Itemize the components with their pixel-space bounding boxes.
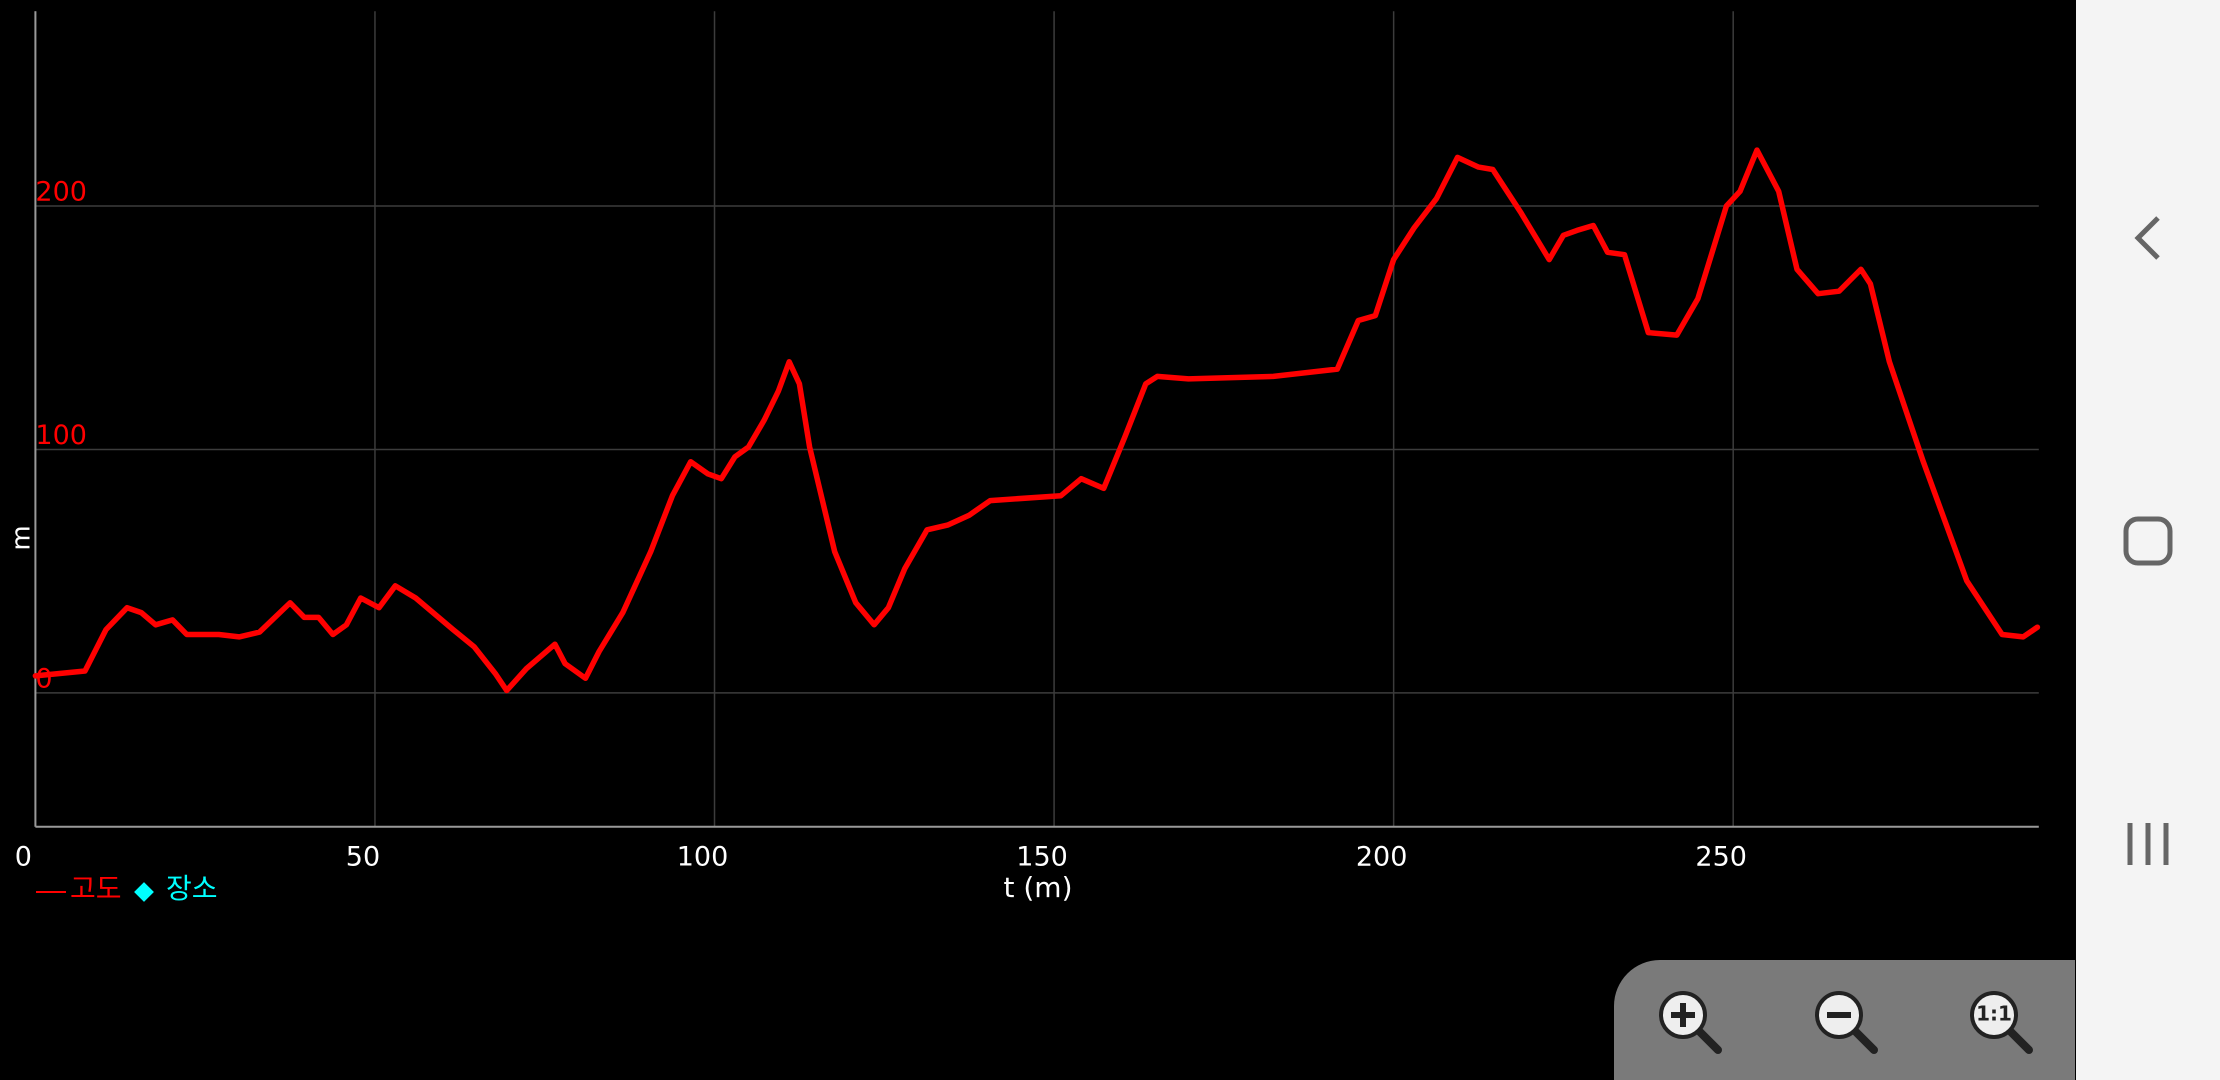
legend-label: 고도 — [70, 872, 122, 905]
elevation-line — [32, 147, 2041, 694]
zoom-reset-label: 1:1 — [1976, 1002, 2012, 1026]
x-tick-label: 50 — [346, 842, 380, 873]
x-axis-label: t (m) — [1003, 871, 1072, 904]
home-button[interactable] — [2123, 516, 2173, 566]
x-tick-label: 0 — [15, 842, 32, 873]
y-axis-label: m — [7, 525, 37, 550]
zoom-out-button[interactable] — [1815, 991, 1878, 1054]
y-tick-label: 100 — [35, 420, 87, 451]
back-button[interactable] — [2134, 216, 2160, 260]
x-tick-label: 150 — [1016, 842, 1068, 873]
x-tick-label: 100 — [677, 842, 729, 873]
zoom-in-button[interactable] — [1659, 991, 1722, 1054]
recents-button[interactable] — [2127, 823, 2169, 865]
zoom-reset-button[interactable]: 1:1 — [1970, 991, 2033, 1054]
y-tick-label: 200 — [35, 177, 87, 208]
chart: 0 50 100 150 200 250 0 100 200 — [15, 11, 2041, 873]
navigation-bar — [2076, 0, 2220, 1080]
y-tick-label: 0 — [35, 663, 52, 694]
chart-background — [0, 0, 2076, 1080]
legend-label: 장소 — [166, 872, 218, 905]
x-tick-label: 200 — [1356, 842, 1408, 873]
x-tick-label: 250 — [1695, 842, 1747, 873]
